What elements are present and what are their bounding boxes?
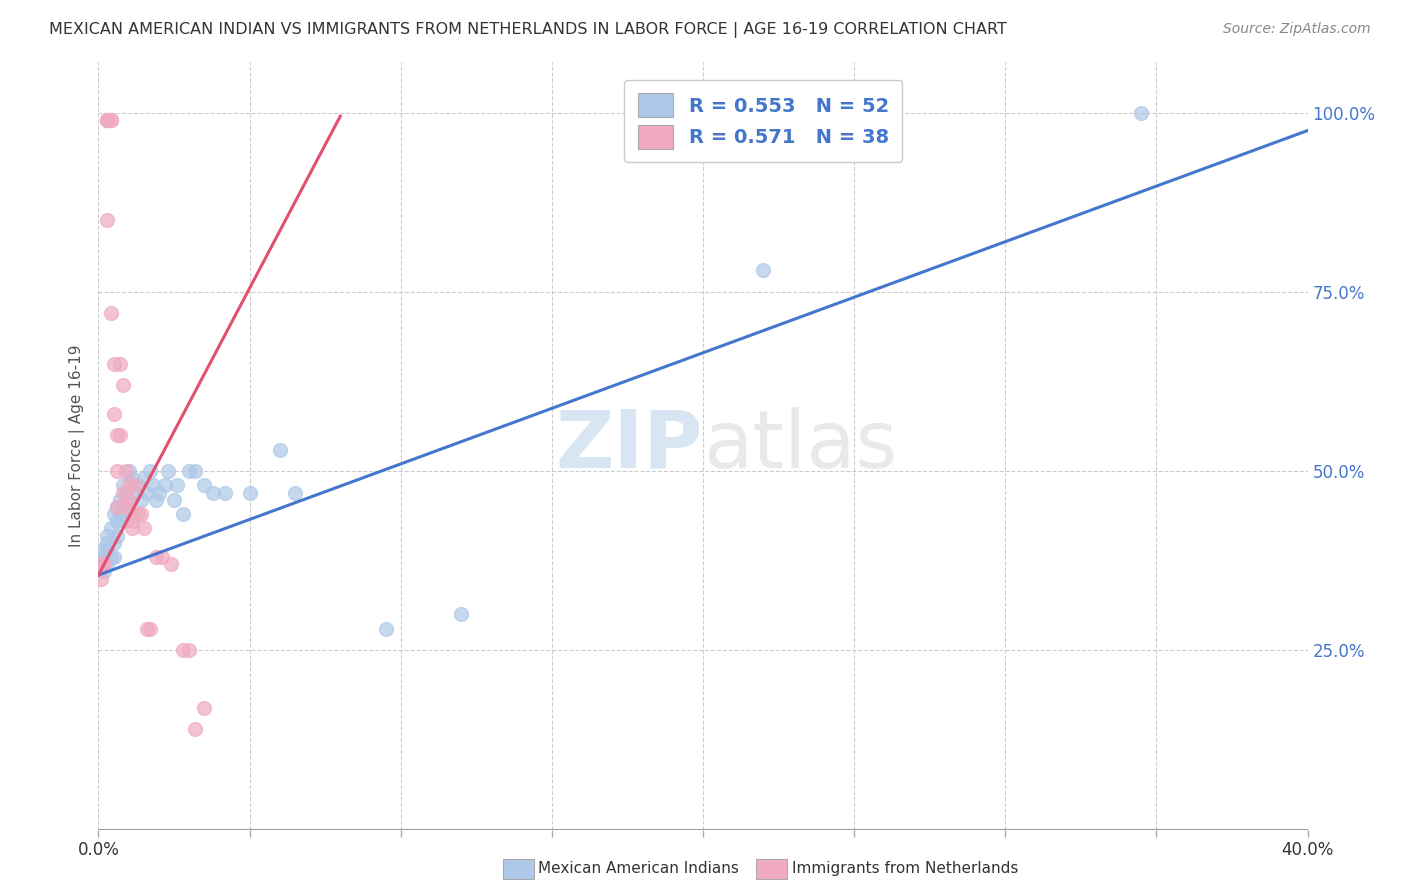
Point <box>166 478 188 492</box>
Point <box>124 478 146 492</box>
Point <box>105 500 128 514</box>
Point <box>148 485 170 500</box>
Point <box>118 492 141 507</box>
Point <box>179 643 201 657</box>
Point <box>93 558 115 572</box>
Point <box>129 507 152 521</box>
Point <box>100 306 122 320</box>
Point <box>105 464 128 478</box>
Point <box>90 558 112 572</box>
Point <box>172 507 194 521</box>
Point <box>111 378 134 392</box>
Point <box>114 464 136 478</box>
Point <box>269 442 291 457</box>
Point <box>100 112 122 127</box>
Point <box>103 550 125 565</box>
Point <box>96 112 118 127</box>
Point <box>284 485 307 500</box>
Point <box>90 572 112 586</box>
Point <box>145 492 167 507</box>
Point <box>129 492 152 507</box>
Point <box>114 485 136 500</box>
Point <box>111 485 134 500</box>
Point <box>127 507 149 521</box>
Point <box>103 507 125 521</box>
Point <box>93 550 115 565</box>
Text: Mexican American Indians: Mexican American Indians <box>538 862 740 876</box>
Point <box>100 550 122 565</box>
Point <box>214 485 236 500</box>
Point <box>184 722 207 736</box>
Text: Source: ZipAtlas.com: Source: ZipAtlas.com <box>1223 22 1371 37</box>
Point <box>105 428 128 442</box>
Point <box>96 543 118 558</box>
Point <box>172 643 194 657</box>
Point <box>93 565 115 579</box>
Point <box>163 492 186 507</box>
Point <box>145 550 167 565</box>
Point <box>153 478 176 492</box>
Point <box>114 500 136 514</box>
Point <box>103 536 125 550</box>
Point <box>121 507 143 521</box>
Point <box>118 492 141 507</box>
Point <box>96 528 118 542</box>
Point <box>105 528 128 542</box>
Point <box>450 607 472 622</box>
Point <box>374 622 396 636</box>
Point <box>114 500 136 514</box>
Point <box>96 213 118 227</box>
Point <box>150 550 173 565</box>
Point <box>193 700 215 714</box>
Point <box>135 622 157 636</box>
Point <box>179 464 201 478</box>
Y-axis label: In Labor Force | Age 16-19: In Labor Force | Age 16-19 <box>69 344 86 548</box>
Point <box>139 464 162 478</box>
Point <box>108 507 131 521</box>
Point <box>139 622 162 636</box>
Text: ZIP: ZIP <box>555 407 703 485</box>
Point <box>108 428 131 442</box>
Point <box>90 558 112 572</box>
Point <box>124 485 146 500</box>
Point <box>121 521 143 535</box>
Point <box>90 543 112 558</box>
Point <box>103 357 125 371</box>
Point <box>132 521 155 535</box>
Legend: R = 0.553   N = 52, R = 0.571   N = 38: R = 0.553 N = 52, R = 0.571 N = 38 <box>624 79 903 162</box>
Point <box>100 521 122 535</box>
Point <box>184 464 207 478</box>
Point <box>121 514 143 528</box>
Point <box>142 478 165 492</box>
Point <box>156 464 179 478</box>
Point <box>160 558 183 572</box>
Point <box>752 263 775 277</box>
Text: Immigrants from Netherlands: Immigrants from Netherlands <box>792 862 1018 876</box>
Point <box>96 112 118 127</box>
Point <box>96 558 118 572</box>
Point <box>100 112 122 127</box>
Point <box>121 471 143 485</box>
Point <box>1130 105 1153 120</box>
Point <box>111 514 134 528</box>
Point <box>202 485 225 500</box>
Point <box>239 485 262 500</box>
Point <box>132 471 155 485</box>
Point <box>105 514 128 528</box>
Point <box>108 492 131 507</box>
Point <box>135 485 157 500</box>
Text: atlas: atlas <box>703 407 897 485</box>
Point <box>108 357 131 371</box>
Point <box>96 536 118 550</box>
Point <box>118 478 141 492</box>
Point <box>105 500 128 514</box>
Point <box>103 407 125 421</box>
Text: MEXICAN AMERICAN INDIAN VS IMMIGRANTS FROM NETHERLANDS IN LABOR FORCE | AGE 16-1: MEXICAN AMERICAN INDIAN VS IMMIGRANTS FR… <box>49 22 1007 38</box>
Point <box>111 478 134 492</box>
Point <box>96 112 118 127</box>
Point <box>118 464 141 478</box>
Point <box>127 478 149 492</box>
Point <box>193 478 215 492</box>
